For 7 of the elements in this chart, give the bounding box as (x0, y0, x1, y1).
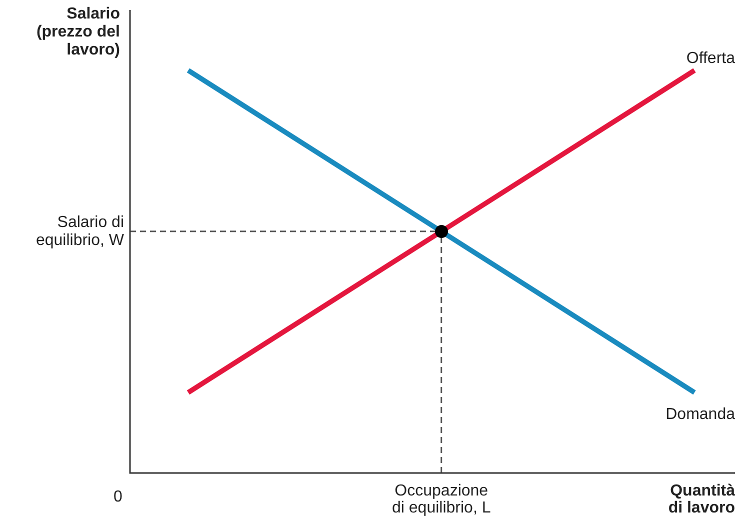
x-axis-title: Quantità di lavoro (668, 482, 736, 516)
y-axis-title: Salario (prezzo del lavoro) (36, 5, 120, 58)
series-label: Offerta (686, 50, 736, 67)
text: 0 (114, 488, 123, 506)
ref-line-label: Salario di equilibrio, W (36, 214, 125, 249)
series-label: Domanda (666, 406, 736, 423)
text: Occupazione di equilibrio, L (392, 482, 491, 516)
